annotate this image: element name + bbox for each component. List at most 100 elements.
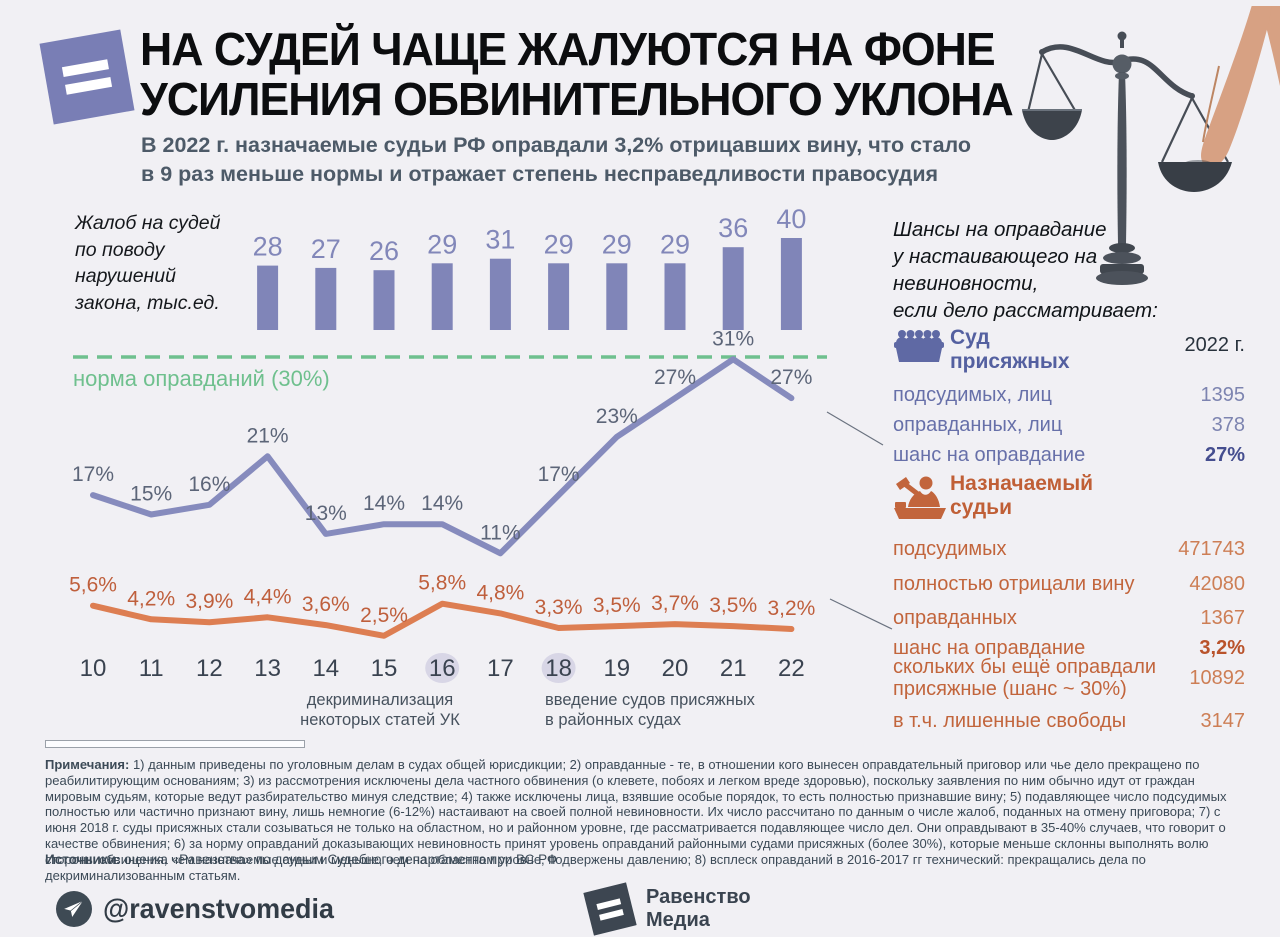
stat-label: шанс на оправдание xyxy=(893,444,1086,466)
jury-line xyxy=(90,356,795,557)
point-label: 5,6% xyxy=(69,574,117,597)
subtitle-line-1: В 2022 г. назначаемые судьи РФ оправдали… xyxy=(141,133,972,157)
bar-value-label: 27 xyxy=(311,234,341,264)
stat-row: оправданных, лиц 378 xyxy=(893,414,1245,437)
stat-row: скольких бы ещё оправдали присяжные (шан… xyxy=(893,656,1245,700)
point-label: 15% xyxy=(130,483,172,506)
telegram-icon xyxy=(56,891,92,927)
point-label: 4,8% xyxy=(476,581,524,604)
year-highlight xyxy=(425,653,460,683)
brand-line1: Равенство xyxy=(646,886,751,908)
stat-label: в т.ч. лишенные свободы xyxy=(893,710,1127,732)
notes-paragraph: Примечания: 1) данным приведены по уголо… xyxy=(45,757,1241,883)
stat-row: в т.ч. лишенные свободы 3147 xyxy=(893,710,1245,733)
brand-line2: Медиа xyxy=(646,909,710,931)
point-label: 23% xyxy=(596,405,638,428)
title-line-2: УСИЛЕНИЯ ОБВИНИТЕЛЬНОГО УКЛОНА xyxy=(140,73,1014,125)
judge-gavel-icon xyxy=(894,476,946,519)
complaints-bar xyxy=(431,263,453,330)
point-label: 17% xyxy=(538,463,580,486)
stat-row: подсудимых, лиц 1395 xyxy=(893,384,1245,407)
stat-row: полностью отрицали вину 42080 xyxy=(893,573,1245,596)
axis-annotation: в районных судах xyxy=(545,711,682,729)
point-label: 3,7% xyxy=(651,592,699,615)
axis-annotation: введение судов присяжных xyxy=(545,691,756,709)
complaints-bar xyxy=(722,247,744,330)
x-axis-label: 10 xyxy=(80,655,107,682)
sources-text: оценка «Равенства» по данным Судебного д… xyxy=(120,852,558,867)
complaints-bar xyxy=(780,238,802,330)
brand-equals-logo-icon xyxy=(583,882,637,936)
axis-annotation: декриминализация xyxy=(307,691,453,709)
stat-value: 3147 xyxy=(1200,710,1246,732)
x-axis-label: 13 xyxy=(254,655,281,682)
axis-annotation: некоторых статей УК xyxy=(300,711,460,729)
point-label: 27% xyxy=(770,366,812,389)
telegram-handle[interactable]: @ravenstvomedia xyxy=(103,893,334,924)
notes-divider xyxy=(45,740,305,748)
x-axis-label: 15 xyxy=(371,655,398,682)
notes-label: Примечания: xyxy=(45,757,130,772)
brand-name: Равенство Медиа xyxy=(646,886,751,932)
x-axis-label: 20 xyxy=(662,655,689,682)
sources-label: Источники: xyxy=(45,852,121,867)
point-label: 2,5% xyxy=(360,604,408,627)
point-label: 14% xyxy=(363,492,405,515)
judges-title: Назначаемый судьи xyxy=(950,472,1093,520)
point-label: 27% xyxy=(654,366,696,389)
x-axis-label: 14 xyxy=(312,655,339,682)
title-line-1: НА СУДЕЙ ЧАЩЕ ЖАЛУЮТСЯ НА ФОНЕ xyxy=(140,23,996,75)
x-axis-label: 11 xyxy=(139,655,164,682)
page-subtitle: В 2022 г. назначаемые судьи РФ оправдали… xyxy=(141,131,971,189)
complaints-bar xyxy=(315,267,337,330)
x-axis-label: 16 xyxy=(429,655,456,682)
scales-finger-illustration xyxy=(1022,6,1280,285)
judges-title-line2: судьи xyxy=(950,496,1012,519)
complaints-bar xyxy=(489,258,511,330)
main-chart: 28 27 26 29 31 29 29 29 36 40 норма оправданий (30… xyxy=(69,204,893,729)
complaints-bar xyxy=(373,270,395,330)
stat-value: 1367 xyxy=(1200,607,1246,629)
point-label: 4,2% xyxy=(127,587,175,610)
point-label: 21% xyxy=(247,424,289,447)
stat-label: подсудимых, лиц xyxy=(893,384,1052,406)
x-axis-label: 19 xyxy=(603,655,630,682)
stat-value: 42080 xyxy=(1189,573,1245,595)
complaints-bar xyxy=(257,265,279,330)
stat-value: 27% xyxy=(1204,444,1245,466)
jury-title-line1: Суд xyxy=(950,326,990,349)
balance-scale-icon xyxy=(1022,31,1229,285)
telegram-block: @ravenstvomedia xyxy=(55,890,344,928)
point-label: 3,5% xyxy=(709,594,757,617)
point-label: 14% xyxy=(421,492,463,515)
jury-title-line2: присяжных xyxy=(950,350,1070,373)
stat-label: полностью отрицали вину xyxy=(893,573,1135,595)
point-label: 3,3% xyxy=(535,596,583,619)
bar-value-label: 36 xyxy=(718,213,748,243)
point-label: 11% xyxy=(480,521,520,544)
bar-value-label: 26 xyxy=(369,236,399,266)
complaints-bar xyxy=(548,263,570,330)
judges-line xyxy=(90,600,795,639)
stat-value: 471743 xyxy=(1178,538,1245,560)
x-axis-label: 21 xyxy=(720,655,747,682)
connector-jury xyxy=(826,411,884,446)
complaints-bar xyxy=(606,263,628,330)
stat-label: оправданных xyxy=(893,607,1017,629)
complaints-bar xyxy=(664,263,686,330)
right-panel-header: Шансы на оправдание у настаивающего на н… xyxy=(893,216,1245,324)
pressing-finger-icon xyxy=(1158,6,1280,192)
stat-value: 3,2% xyxy=(1199,637,1245,659)
point-label: 17% xyxy=(72,463,114,486)
jury-title: Суд присяжных xyxy=(950,326,1070,374)
rp-head-line2: у настаивающего на невиновности, xyxy=(893,245,1098,295)
subtitle-line-2: в 9 раз меньше нормы и отражает степень … xyxy=(141,162,939,186)
bar-value-label: 28 xyxy=(253,232,283,262)
x-axis-label: 17 xyxy=(487,655,514,682)
point-label: 3,6% xyxy=(302,593,350,616)
right-panel: Шансы на оправдание у настаивающего на н… xyxy=(893,216,1245,736)
brand-block: Равенство Медиа xyxy=(583,882,751,936)
point-label: 4,4% xyxy=(244,585,292,608)
equals-logo-icon xyxy=(39,29,135,125)
bar-value-label: 29 xyxy=(660,229,690,259)
